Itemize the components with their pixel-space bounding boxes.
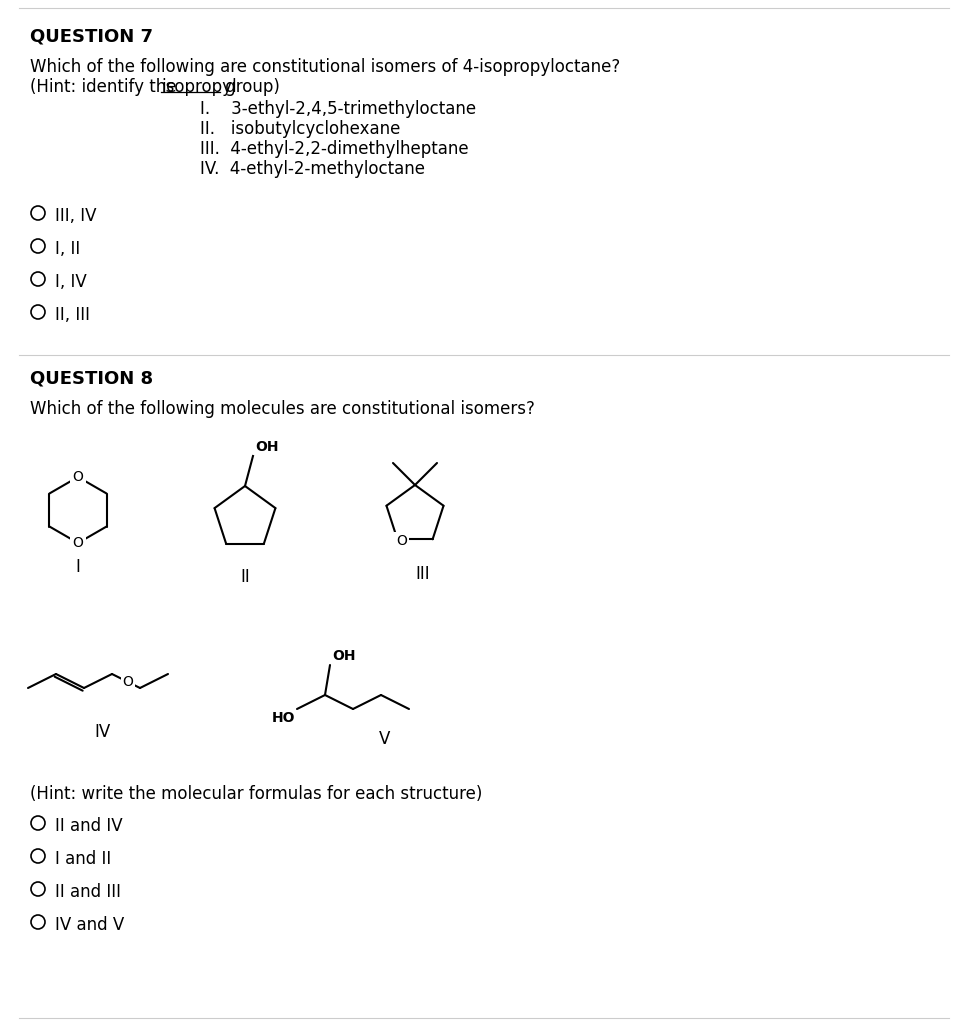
Text: HO: HO — [271, 711, 295, 725]
Text: group): group) — [220, 78, 280, 96]
Text: I, II: I, II — [55, 240, 80, 258]
Text: IV and V: IV and V — [55, 916, 124, 934]
Text: Which of the following molecules are constitutional isomers?: Which of the following molecules are con… — [30, 400, 535, 418]
Text: O: O — [73, 470, 83, 484]
Text: I.    3-ethyl-2,4,5-trimethyloctane: I. 3-ethyl-2,4,5-trimethyloctane — [200, 100, 476, 118]
Text: QUESTION 7: QUESTION 7 — [30, 28, 153, 46]
Text: (Hint: identify the: (Hint: identify the — [30, 78, 182, 96]
Text: II: II — [240, 568, 250, 586]
Text: IV.  4-ethyl-2-methyloctane: IV. 4-ethyl-2-methyloctane — [200, 160, 425, 178]
Text: O: O — [123, 675, 134, 689]
Text: V: V — [379, 730, 391, 748]
Text: II and III: II and III — [55, 883, 121, 901]
Text: II and IV: II and IV — [55, 817, 123, 835]
Text: I and II: I and II — [55, 850, 111, 868]
Text: III: III — [415, 565, 431, 583]
Text: QUESTION 8: QUESTION 8 — [30, 370, 153, 388]
Text: Which of the following are constitutional isomers of 4-isopropyloctane?: Which of the following are constitutiona… — [30, 58, 620, 76]
Text: IV: IV — [95, 723, 111, 741]
Text: II.   isobutylcyclohexane: II. isobutylcyclohexane — [200, 120, 401, 138]
Text: III.  4-ethyl-2,2-dimethylheptane: III. 4-ethyl-2,2-dimethylheptane — [200, 140, 469, 158]
Text: O: O — [73, 536, 83, 550]
Text: (Hint: write the molecular formulas for each structure): (Hint: write the molecular formulas for … — [30, 785, 482, 803]
Text: I: I — [76, 558, 80, 575]
Text: isopropyl: isopropyl — [161, 78, 236, 96]
Text: III, IV: III, IV — [55, 207, 97, 225]
Text: II, III: II, III — [55, 306, 90, 324]
Text: I, IV: I, IV — [55, 273, 87, 291]
Text: O: O — [396, 535, 407, 548]
Text: OH: OH — [255, 440, 279, 454]
Text: OH: OH — [332, 649, 355, 663]
